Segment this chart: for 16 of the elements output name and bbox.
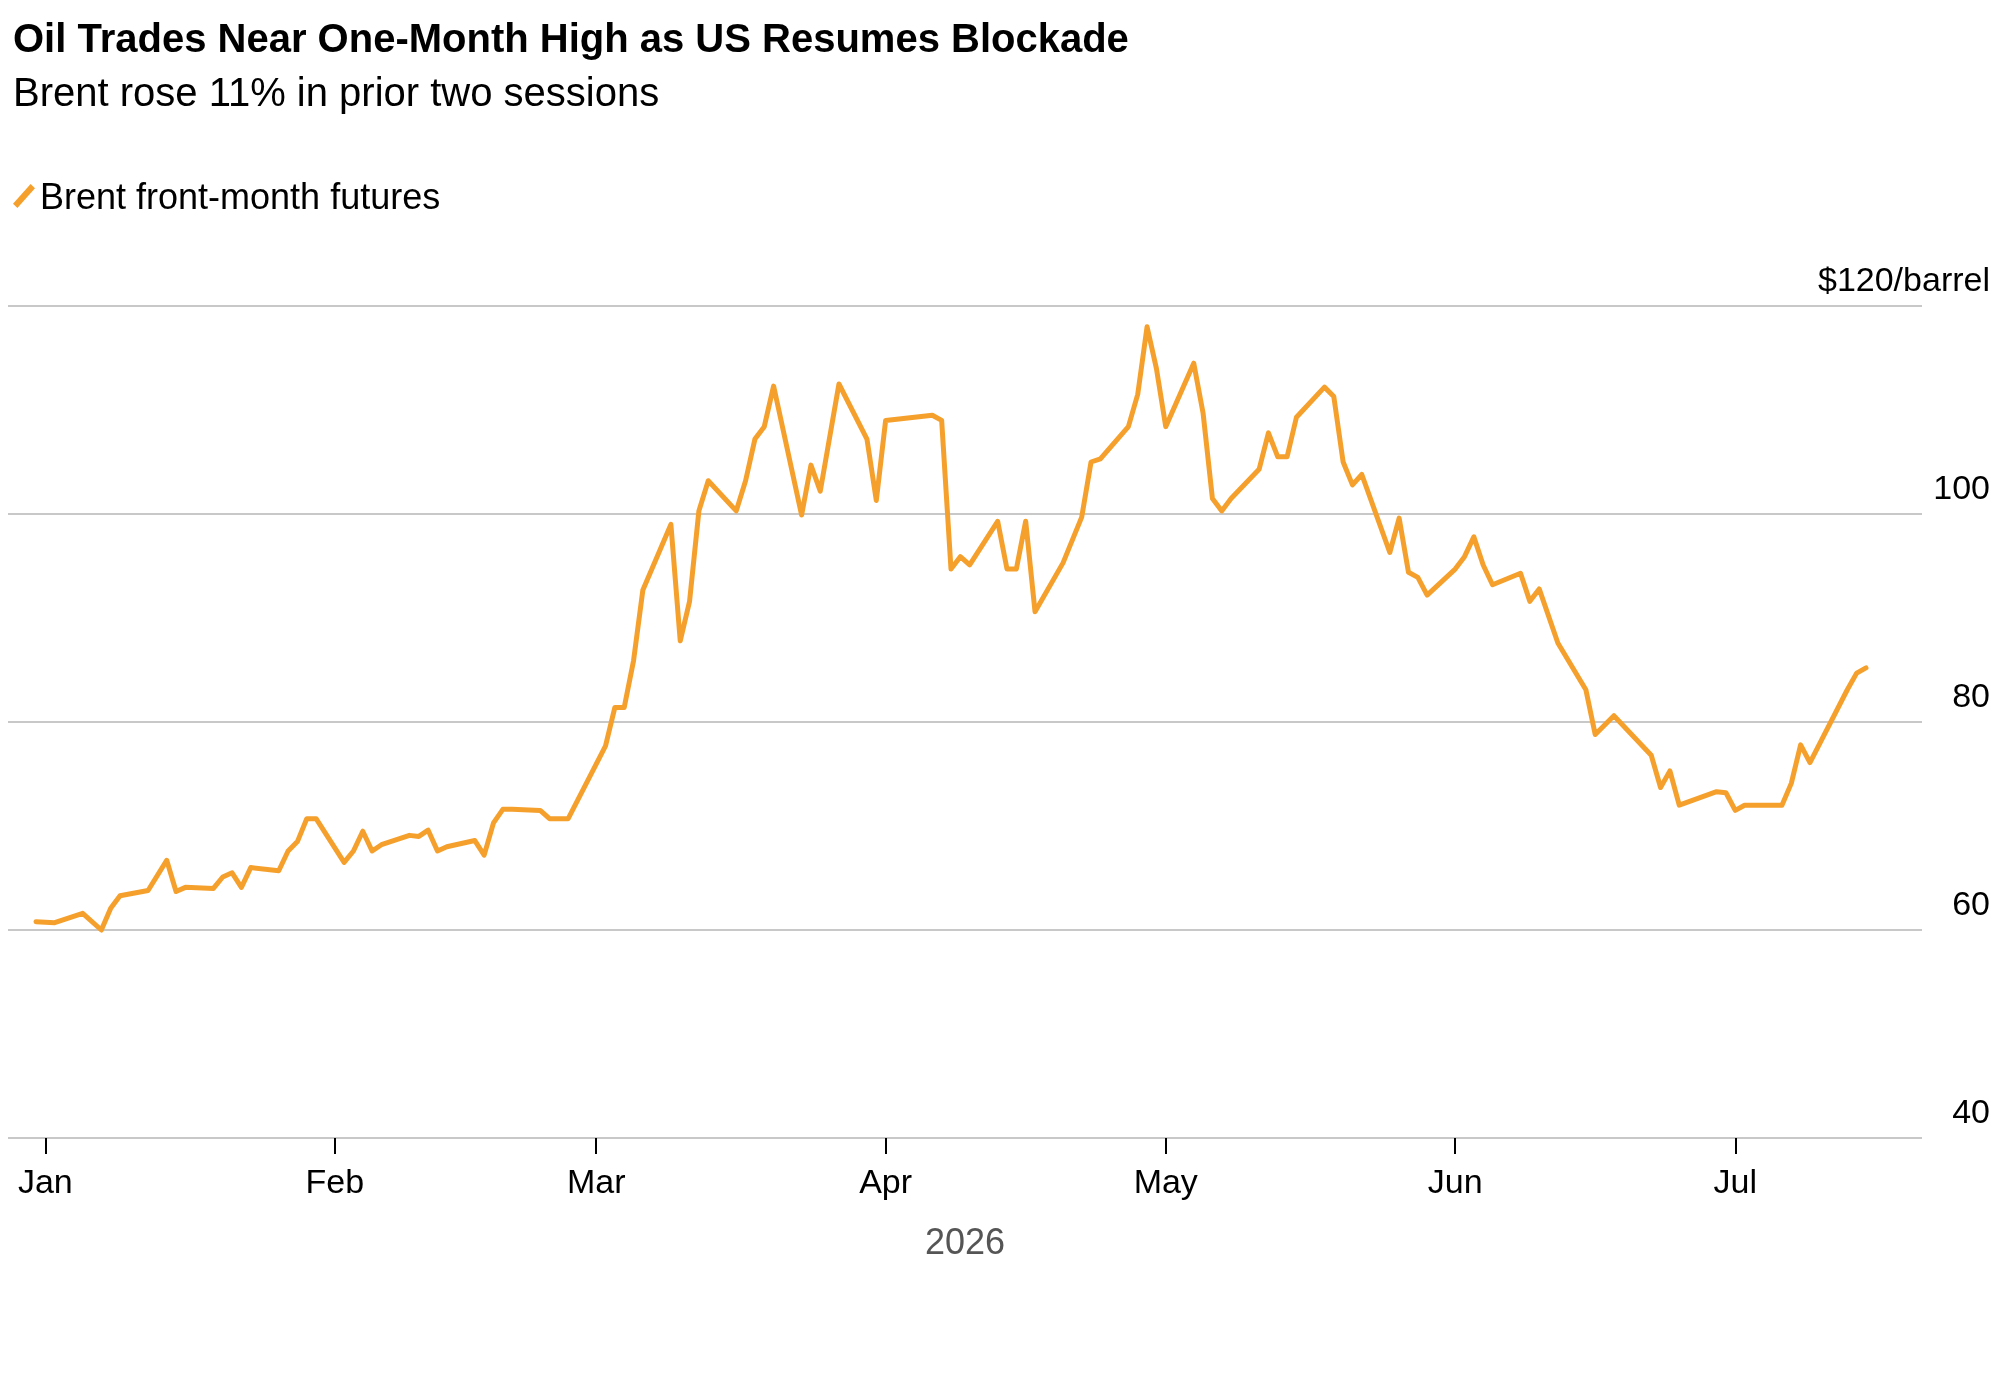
chart-title: Oil Trades Near One-Month High as US Resumes Blockade (13, 16, 1129, 60)
x-tick-label: Jul (1713, 1162, 1757, 1200)
legend-label: Brent front-month futures (40, 175, 441, 217)
chart-subtitle: Brent rose 11% in prior two sessions (13, 70, 660, 114)
x-tick-label: May (1133, 1162, 1198, 1200)
x-tick-label: Apr (859, 1162, 913, 1200)
x-axis-title: 2026 (924, 1220, 1006, 1262)
y-tick-label: 60 (1952, 884, 1990, 922)
x-tick-label: Mar (566, 1162, 626, 1200)
x-tick-label: Jan (17, 1162, 73, 1200)
x-tick-label: Jun (1427, 1162, 1483, 1200)
y-tick-label: 40 (1952, 1092, 1990, 1130)
y-tick-label: $120/barrel (1817, 260, 1990, 298)
y-tick-label: 80 (1952, 676, 1990, 714)
x-tick-label: Feb (305, 1162, 365, 1200)
y-tick-label: 100 (1933, 468, 1990, 506)
